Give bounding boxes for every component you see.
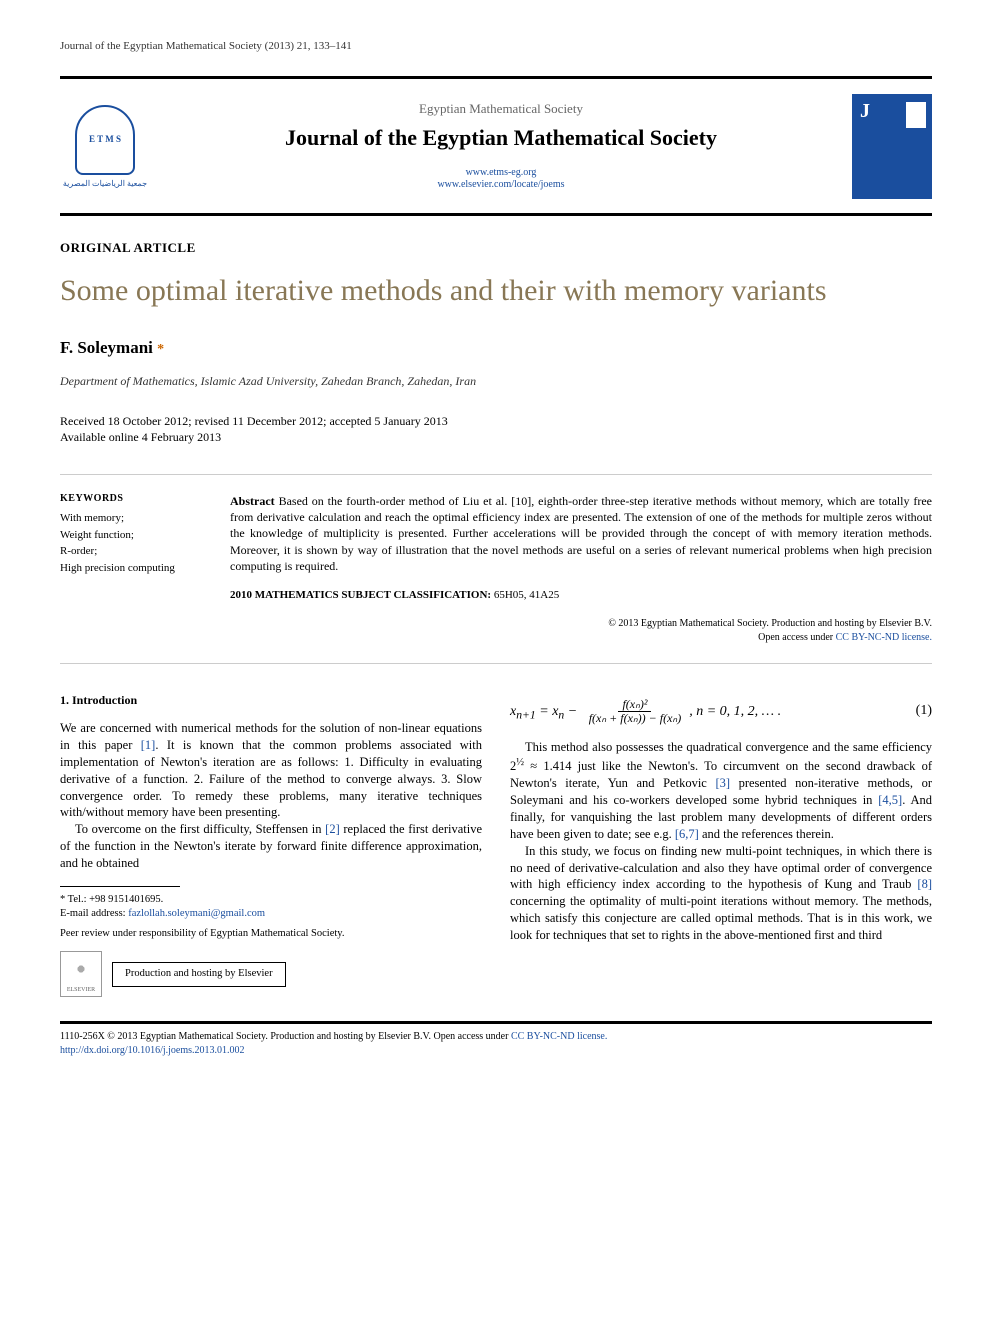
tel-label: * Tel.: [60, 894, 89, 905]
eqn-tail: , n = 0, 1, 2, … . [689, 704, 781, 719]
dates-online: Available online 4 February 2013 [60, 429, 932, 446]
msc-line: 2010 MATHEMATICS SUBJECT CLASSIFICATION:… [230, 588, 932, 603]
tel-value: +98 9151401695. [89, 894, 163, 905]
text-run: and the references therein. [699, 827, 834, 841]
footer-text-b: Open access under [433, 1031, 510, 1042]
paragraph: We are concerned with numerical methods … [60, 720, 482, 821]
author-text: F. Soleymani [60, 338, 153, 357]
author-name: F. Soleymani * [60, 338, 932, 358]
society-name: Egyptian Mathematical Society [170, 101, 832, 117]
page-footer: 1110-256X © 2013 Egyptian Mathematical S… [60, 1021, 932, 1058]
left-column: 1. Introduction We are concerned with nu… [60, 692, 482, 998]
open-access-prefix: Open access under [758, 632, 835, 643]
citation-link[interactable]: [6,7] [675, 827, 699, 841]
citation-link[interactable]: [3] [715, 776, 730, 790]
keyword-item: High precision computing [60, 560, 210, 577]
exponent: ½ [516, 757, 524, 768]
article-type: ORIGINAL ARTICLE [60, 240, 932, 256]
header-center: Egyptian Mathematical Society Journal of… [170, 101, 832, 191]
journal-name: Journal of the Egyptian Mathematical Soc… [170, 125, 832, 151]
abstract-text: Based on the fourth-order method of Liu … [230, 494, 932, 573]
page: Journal of the Egyptian Mathematical Soc… [0, 0, 992, 1098]
text-run: concerning the optimality of multi-point… [510, 894, 932, 942]
footnote-separator [60, 886, 180, 887]
footnotes: * Tel.: +98 9151401695. E-mail address: … [60, 893, 482, 921]
affiliation: Department of Mathematics, Islamic Azad … [60, 374, 932, 389]
keyword-item: With memory; [60, 510, 210, 527]
equation-body: xn+1 = xn − f(xₙ)²f(xₙ + f(xₙ)) − f(xₙ),… [510, 698, 781, 725]
msc-codes-val: 65H05, 41A25 [494, 589, 559, 601]
footer-copyright: 1110-256X © 2013 Egyptian Mathematical S… [60, 1030, 932, 1044]
abstract-copyright: © 2013 Egyptian Mathematical Society. Pr… [230, 617, 932, 645]
elsevier-logo-icon: ELSEVIER [60, 951, 102, 997]
fraction-denominator: f(xₙ + f(xₙ)) − f(xₙ) [585, 712, 686, 725]
keyword-item: Weight function; [60, 527, 210, 544]
peer-review-note: Peer review under responsibility of Egyp… [60, 927, 482, 941]
keywords-head: KEYWORDS [60, 493, 210, 504]
citation-link[interactable]: [2] [325, 822, 340, 836]
abstract-row: KEYWORDS With memory; Weight function; R… [60, 475, 932, 663]
eqn-minus: − [564, 704, 580, 719]
equation-1: xn+1 = xn − f(xₙ)²f(xₙ + f(xₙ)) − f(xₙ),… [510, 698, 932, 725]
text-run: To overcome on the first difficulty, Ste… [75, 822, 325, 836]
fraction: f(xₙ)²f(xₙ + f(xₙ)) − f(xₙ) [585, 698, 686, 725]
citation-link[interactable]: [4,5] [878, 793, 902, 807]
email-label: E-mail address: [60, 908, 128, 919]
dates-received: Received 18 October 2012; revised 11 Dec… [60, 413, 932, 430]
keywords-column: KEYWORDS With memory; Weight function; R… [60, 493, 230, 645]
article-title: Some optimal iterative methods and their… [60, 272, 932, 310]
eqn-sub: n+1 [516, 709, 536, 722]
journal-links: www.etms-eg.org www.elsevier.com/locate/… [170, 167, 832, 190]
abstract-column: Abstract Based on the fourth-order metho… [230, 493, 932, 645]
msc-label: 2010 MATHEMATICS SUBJECT CLASSIFICATION: [230, 589, 491, 601]
elsevier-hosting-box: ELSEVIER Production and hosting by Elsev… [60, 951, 482, 997]
paragraph: This method also possesses the quadratic… [510, 739, 932, 842]
journal-link-1[interactable]: www.etms-eg.org [170, 167, 832, 178]
text-run: In this study, we focus on finding new m… [510, 844, 932, 892]
email-link[interactable]: fazlollah.soleymani@gmail.com [128, 908, 265, 919]
fraction-numerator: f(xₙ)² [618, 698, 651, 712]
journal-header: E T M S جمعية الرياضيات المصرية Egyptian… [60, 76, 932, 216]
right-column: xn+1 = xn − f(xₙ)²f(xₙ + f(xₙ)) − f(xₙ),… [510, 692, 932, 998]
citation-link[interactable]: [1] [141, 738, 156, 752]
cc-license-link[interactable]: CC BY-NC-ND license. [836, 632, 932, 643]
eqn-eq: = x [536, 704, 559, 719]
footnote-tel: * Tel.: +98 9151401695. [60, 893, 482, 907]
article-dates: Received 18 October 2012; revised 11 Dec… [60, 413, 932, 447]
copyright-line2: Open access under CC BY-NC-ND license. [230, 631, 932, 645]
doi-link[interactable]: http://dx.doi.org/10.1016/j.joems.2013.0… [60, 1044, 932, 1058]
corresponding-author-star-icon: * [157, 342, 164, 357]
journal-cover-thumbnail [852, 94, 932, 199]
cc-license-link[interactable]: CC BY-NC-ND license. [511, 1031, 607, 1042]
keyword-item: R-order; [60, 543, 210, 560]
logo-tulip-icon: E T M S [75, 105, 135, 175]
citation-link[interactable]: [8] [917, 877, 932, 891]
journal-link-2[interactable]: www.elsevier.com/locate/joems [170, 179, 832, 190]
section-heading: 1. Introduction [60, 692, 482, 708]
footer-text-a: 1110-256X © 2013 Egyptian Mathematical S… [60, 1031, 433, 1042]
footnote-email: E-mail address: fazlollah.soleymani@gmai… [60, 907, 482, 921]
divider [60, 663, 932, 664]
hosting-text: Production and hosting by Elsevier [112, 962, 286, 986]
paragraph: In this study, we focus on finding new m… [510, 843, 932, 944]
society-logo: E T M S جمعية الرياضيات المصرية [60, 91, 150, 201]
running-head: Journal of the Egyptian Mathematical Soc… [60, 40, 932, 52]
abstract-label: Abstract [230, 494, 275, 508]
logo-arabic-text: جمعية الرياضيات المصرية [63, 179, 147, 188]
copyright-line1: © 2013 Egyptian Mathematical Society. Pr… [230, 617, 932, 631]
equation-number: (1) [916, 702, 932, 721]
paragraph: To overcome on the first difficulty, Ste… [60, 821, 482, 872]
body-columns: 1. Introduction We are concerned with nu… [60, 692, 932, 998]
